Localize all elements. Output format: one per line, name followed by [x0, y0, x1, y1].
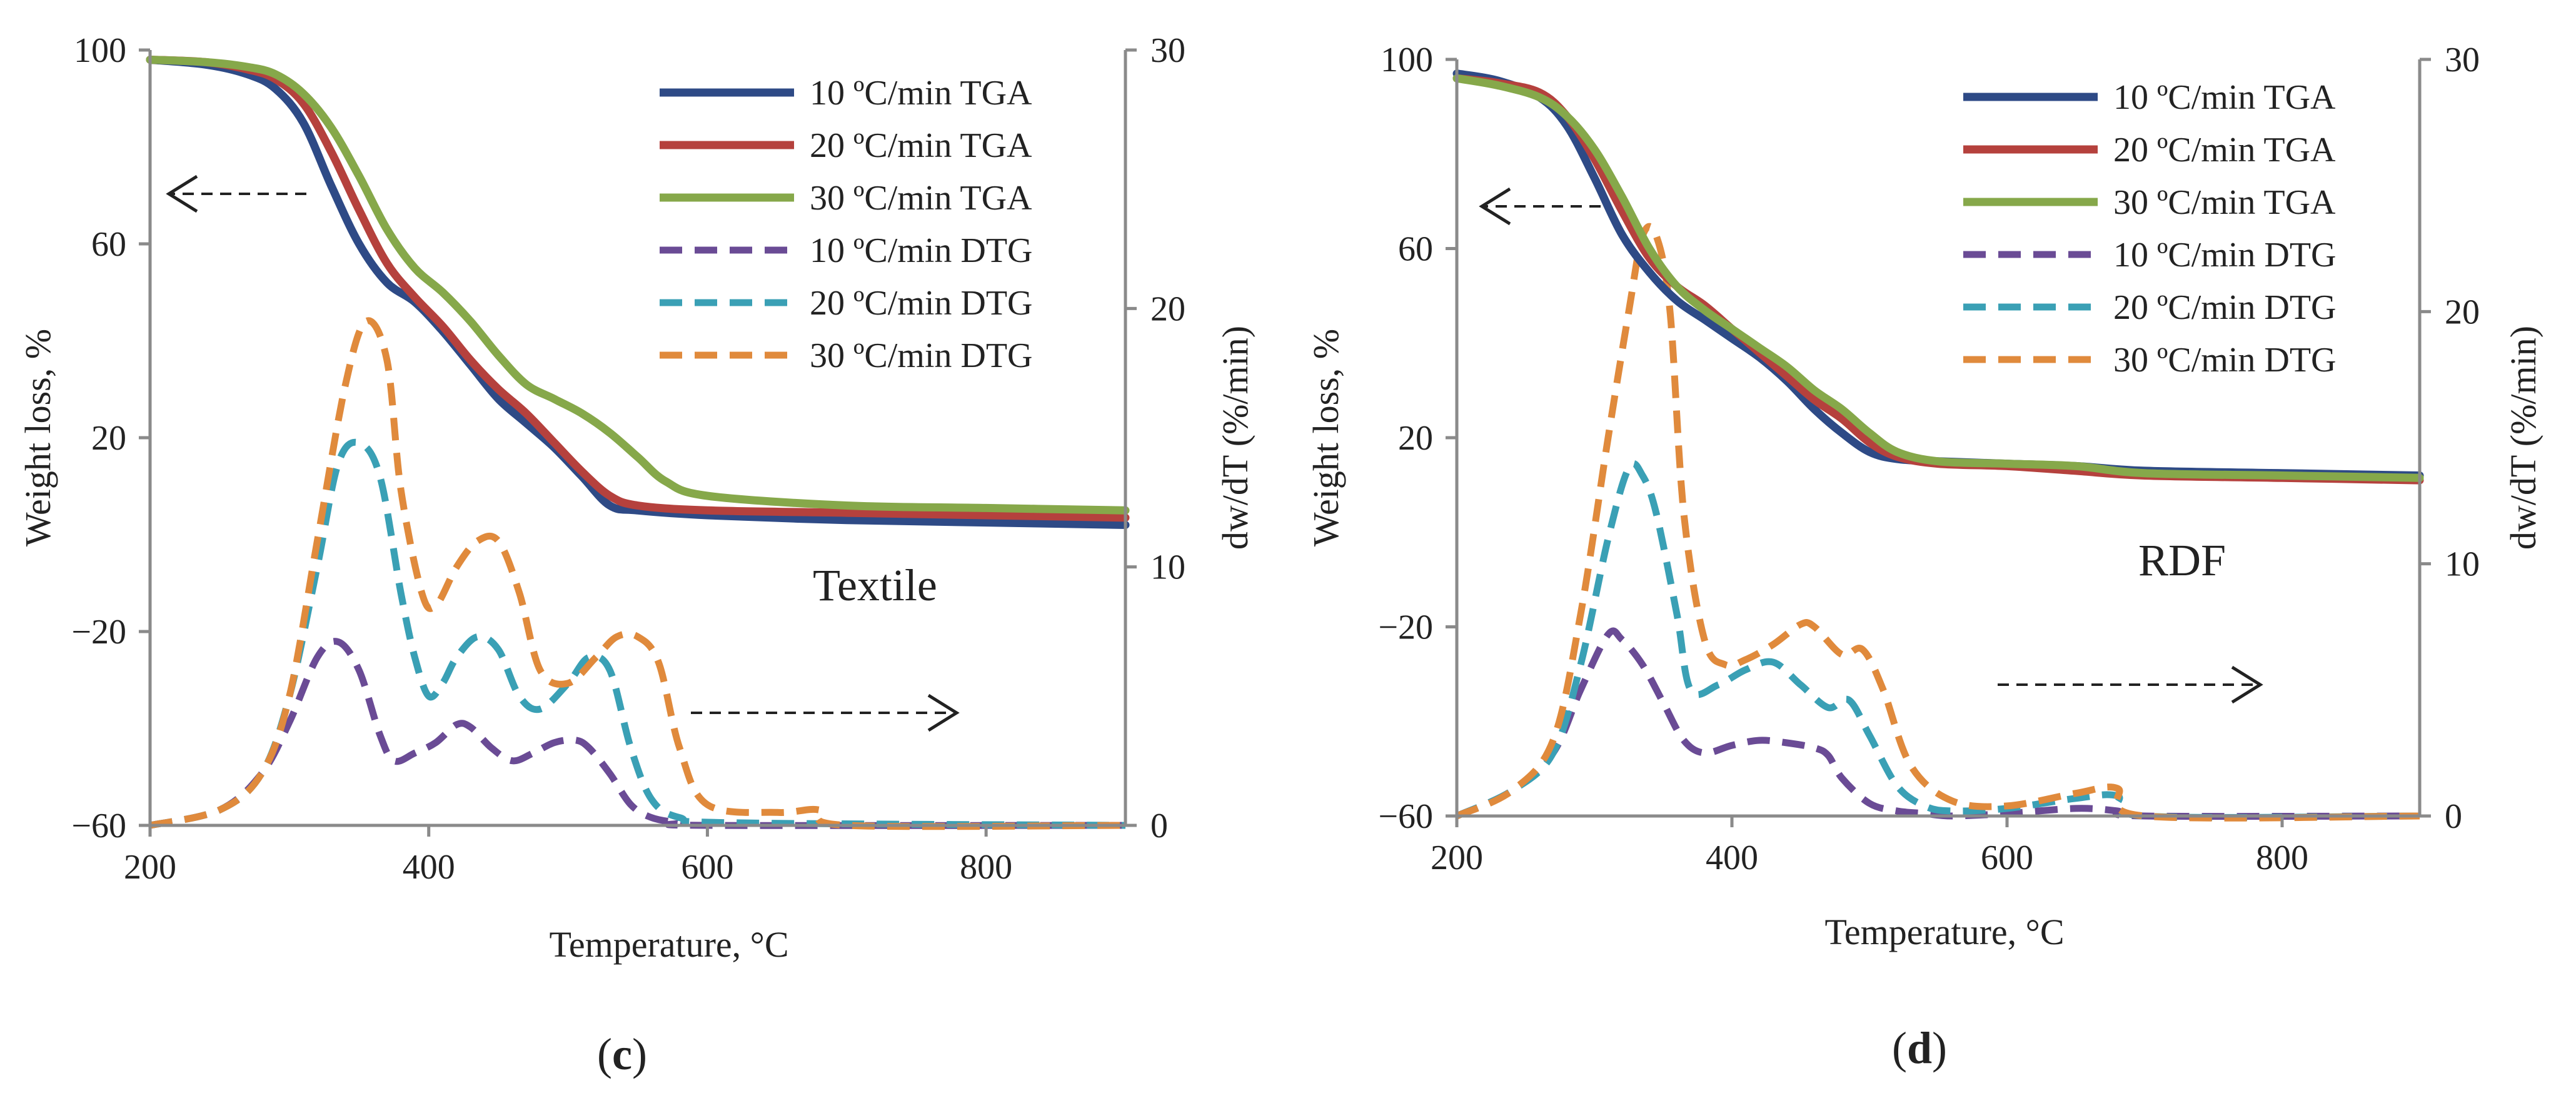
legend-label: 10 ºC/min DTG: [810, 231, 1032, 270]
series-line-2: [146, 56, 1130, 515]
y-left-tick-label: 20: [1398, 419, 1433, 458]
x-tick-label: 600: [681, 848, 733, 887]
legend-entry-5: 30 ºC/min DTG: [1963, 341, 2336, 380]
series-line-3: [1455, 627, 2420, 820]
x-tick-label: 800: [960, 848, 1012, 887]
y-left-tick-label: 100: [74, 31, 126, 70]
y-right-tick-label: 10: [1150, 548, 1185, 587]
legend-entry-4: 20 ºC/min DTG: [660, 284, 1032, 323]
series-line-4: [1455, 460, 2420, 821]
series-line-4: [149, 438, 1126, 829]
series-line-3: [149, 638, 1126, 829]
y-right-tick-label: 0: [2445, 797, 2462, 836]
right-axis-arrow-head: [927, 693, 960, 732]
y-axis-left-title: Weight loss, %: [18, 329, 58, 546]
x-axis-title: Temperature, °C: [1824, 912, 2064, 952]
legend-entry-1: 20 ºC/min TGA: [1963, 131, 2336, 169]
axis-arrows: [1479, 187, 2263, 704]
y-left-tick-label: 60: [91, 225, 126, 264]
legend-entry-3: 10 ºC/min DTG: [1963, 236, 2336, 274]
y-right-tick-label: 30: [1150, 31, 1185, 70]
legend: 10 ºC/min TGA 20 ºC/min TGA 30 ºC/min TGA 1…: [1963, 78, 2336, 380]
y-right-tick-label: 10: [2445, 545, 2480, 584]
right-axis-arrow: [691, 693, 960, 732]
y-left-tick-label: −20: [1378, 608, 1433, 647]
legend-label: 30 ºC/min TGA: [810, 179, 1032, 218]
legend-entry-1: 20 ºC/min TGA: [660, 126, 1032, 165]
chart-panel-d: 200 400 600 800 −60 −20 20 60 100 0 10 20 30 10 ºC/m…: [1306, 41, 2543, 1073]
legend-label: 30 ºC/min TGA: [2113, 183, 2336, 222]
x-tick-label: 800: [2256, 839, 2308, 877]
left-axis-arrow-head: [166, 174, 198, 213]
plot-area: [146, 56, 1130, 830]
legend-entry-3: 10 ºC/min DTG: [660, 231, 1032, 270]
y-right-tick-label: 0: [1150, 807, 1168, 845]
legend-entry-0: 10 ºC/min TGA: [1963, 78, 2336, 117]
series-line-5: [149, 317, 1126, 830]
x-tick-label: 200: [1431, 839, 1483, 877]
legend: 10 ºC/min TGA 20 ºC/min TGA 30 ºC/min TGA 1…: [660, 74, 1032, 375]
right-axis-arrow-head: [2231, 665, 2263, 704]
y-left-tick-label: −60: [1378, 797, 1433, 836]
x-tick-label: 400: [403, 848, 455, 887]
axes: 200 400 600 800 −60 −20 20 60 100 0 10 20 30: [1378, 41, 2480, 877]
y-left-tick-label: 100: [1381, 41, 1433, 79]
series-line-5: [1455, 223, 2420, 822]
legend-label: 30 ºC/min DTG: [2113, 341, 2336, 380]
x-axis-title: Temperature, °C: [549, 924, 788, 965]
x-tick-label: 200: [124, 848, 176, 887]
panel-label-letter: d: [1907, 1023, 1932, 1073]
y-right-tick-label: 20: [1150, 290, 1185, 328]
y-right-tick-label: 30: [2445, 41, 2480, 79]
panel-label-letter: c: [612, 1029, 632, 1079]
y-axis-right-title: dw/dT (%/min): [2503, 326, 2543, 550]
panel-label: (c): [597, 1029, 647, 1079]
y-left-tick-label: 60: [1398, 230, 1433, 269]
y-right-tick-label: 20: [2445, 293, 2480, 331]
legend-label: 10 ºC/min DTG: [2113, 236, 2336, 274]
y-left-tick-label: −60: [71, 807, 126, 845]
x-tick-label: 600: [1981, 839, 2033, 877]
legend-entry-4: 20 ºC/min DTG: [1963, 288, 2336, 327]
legend-entry-0: 10 ºC/min TGA: [660, 74, 1032, 113]
left-axis-arrow-head: [1479, 187, 1511, 226]
y-left-tick-label: 20: [91, 419, 126, 458]
legend-label: 10 ºC/min TGA: [2113, 78, 2336, 117]
left-axis-arrow: [1479, 187, 1601, 226]
right-axis-arrow: [1998, 665, 2263, 704]
y-axis-left-title: Weight loss, %: [1306, 329, 1346, 546]
material-annotation: Textile: [813, 560, 937, 610]
legend-entry-2: 30 ºC/min TGA: [660, 179, 1032, 218]
panel-label: (d): [1892, 1023, 1947, 1073]
plot-area: [1452, 69, 2424, 822]
legend-entry-5: 30 ºC/min DTG: [660, 336, 1032, 375]
left-axis-arrow: [166, 174, 306, 213]
legend-label: 30 ºC/min DTG: [810, 336, 1032, 375]
chart-panel-c: 200 400 600 800 −60 −20 20 60 100 0 10 20 30 10 ºC/m…: [18, 31, 1255, 1079]
x-tick-label: 400: [1706, 839, 1758, 877]
material-annotation: RDF: [2138, 535, 2226, 585]
series-line-2: [1452, 74, 2424, 482]
y-axis-right-title: dw/dT (%/min): [1215, 326, 1255, 550]
series-line-1: [146, 56, 1130, 522]
y-left-tick-label: −20: [71, 613, 126, 652]
legend-label: 20 ºC/min TGA: [810, 126, 1032, 165]
legend-label: 20 ºC/min DTG: [810, 284, 1032, 323]
axis-arrows: [166, 174, 960, 732]
series-line-0: [146, 56, 1130, 529]
legend-label: 20 ºC/min TGA: [2113, 131, 2336, 169]
legend-label: 20 ºC/min DTG: [2113, 288, 2336, 327]
axes: 200 400 600 800 −60 −20 20 60 100 0 10 20 30: [71, 31, 1185, 887]
legend-label: 10 ºC/min TGA: [810, 74, 1032, 113]
legend-entry-2: 30 ºC/min TGA: [1963, 183, 2336, 222]
